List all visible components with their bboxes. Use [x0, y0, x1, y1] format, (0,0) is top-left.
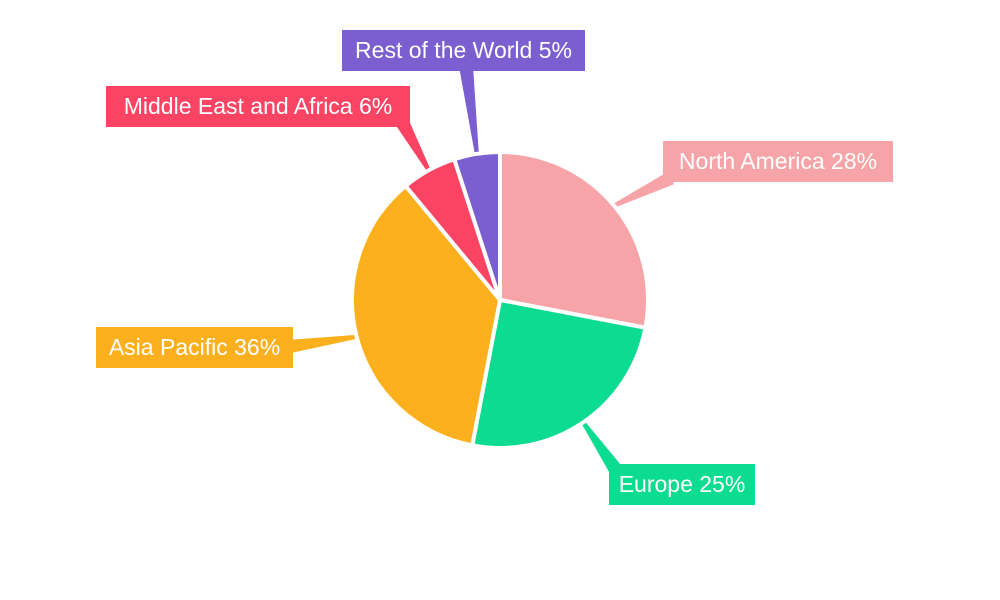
- slice-label-europe: Europe 25%: [609, 464, 755, 505]
- leader-line-europe: [581, 421, 622, 474]
- slice-label-rest-of-the-world: Rest of the World 5%: [342, 30, 585, 71]
- leader-line-north-america: [613, 171, 675, 208]
- pie-slice-asia-pacific[interactable]: [350, 183, 502, 448]
- leader-line-middle-east-and-africa: [395, 118, 431, 172]
- slice-label-middle-east-and-africa: Middle East and Africa 6%: [106, 86, 410, 127]
- pie-slice-north-america[interactable]: [498, 150, 650, 330]
- slice-label-north-america: North America 28%: [663, 141, 893, 182]
- slice-label-asia-pacific: Asia Pacific 36%: [96, 327, 293, 368]
- leader-line-asia-pacific: [285, 334, 357, 354]
- leader-line-rest-of-the-world: [459, 65, 479, 155]
- pie-slice-rest-of-the-world[interactable]: [452, 150, 502, 302]
- pie-slice-europe[interactable]: [470, 298, 648, 450]
